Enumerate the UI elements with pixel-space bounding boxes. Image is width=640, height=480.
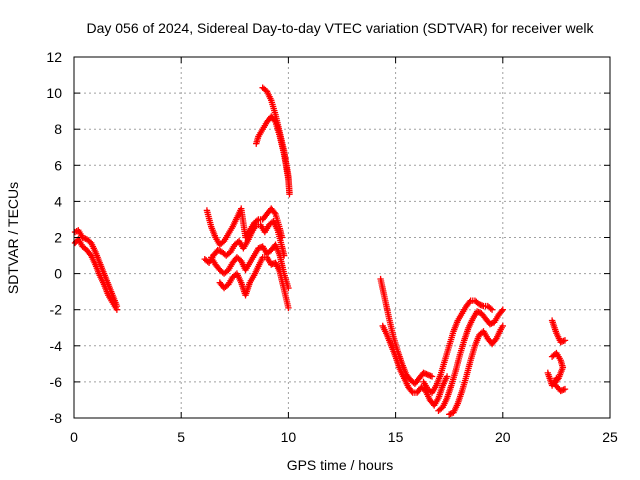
series-arc-14 xyxy=(548,317,569,346)
y-tick-label: 10 xyxy=(46,85,62,101)
data-point xyxy=(466,298,473,306)
series-arc-6 xyxy=(216,254,292,312)
y-tick-label: -2 xyxy=(50,302,63,318)
x-tick-label: 20 xyxy=(495,429,511,445)
y-tick-labels: -8 -6 -4 -2 0 2 4 6 8 10 12 xyxy=(46,49,62,426)
data-point xyxy=(488,306,496,313)
y-tick-label: 2 xyxy=(54,230,62,246)
series-arc-9 xyxy=(377,275,436,387)
y-axis-title: SDTVAR / TECUs xyxy=(5,182,21,294)
data-point xyxy=(271,209,278,216)
series-arc-8 xyxy=(259,84,293,198)
x-tick-label: 25 xyxy=(602,429,618,445)
data-point xyxy=(113,306,121,313)
x-tick-label: 15 xyxy=(388,429,404,445)
y-tick-label: 12 xyxy=(46,49,62,65)
data-point xyxy=(498,307,505,315)
data-point xyxy=(408,388,415,395)
x-tick-label: 10 xyxy=(281,429,297,445)
data-point xyxy=(443,373,451,380)
x-tick-labels: 0 5 10 15 20 25 xyxy=(70,429,618,445)
y-tick-label: 4 xyxy=(54,193,62,209)
data-marks xyxy=(71,84,569,418)
data-point xyxy=(553,375,560,382)
data-point xyxy=(499,306,506,313)
y-tick-label: -4 xyxy=(50,338,63,354)
grid xyxy=(74,57,610,418)
y-tick-label: 6 xyxy=(54,157,62,173)
series-arc-2 xyxy=(71,236,121,313)
data-point xyxy=(253,217,261,224)
data-point xyxy=(561,385,569,393)
series-arc-15 xyxy=(548,349,569,395)
data-point xyxy=(499,322,506,330)
y-tick-label: 0 xyxy=(54,266,62,282)
x-tick-label: 5 xyxy=(177,429,185,445)
y-tick-label: 8 xyxy=(54,121,62,137)
data-point xyxy=(487,305,494,312)
data-point xyxy=(285,304,292,312)
data-point xyxy=(561,337,569,344)
y-tick-label: -6 xyxy=(50,374,63,390)
chart-title: Day 056 of 2024, Sidereal Day-to-day VTE… xyxy=(86,20,594,36)
series-arc-12 xyxy=(435,306,506,414)
series-arc-13 xyxy=(446,322,506,418)
series-arc-11 xyxy=(420,297,496,396)
data-point xyxy=(428,373,436,380)
data-point xyxy=(286,190,293,198)
x-tick-label: 0 xyxy=(70,429,78,445)
series-arc-16 xyxy=(544,369,560,389)
x-axis-title: GPS time / hours xyxy=(287,457,394,473)
ticks xyxy=(73,56,611,419)
y-tick-label: -8 xyxy=(50,410,63,426)
series-arc-10 xyxy=(379,322,451,409)
series-arc-5 xyxy=(208,241,292,292)
